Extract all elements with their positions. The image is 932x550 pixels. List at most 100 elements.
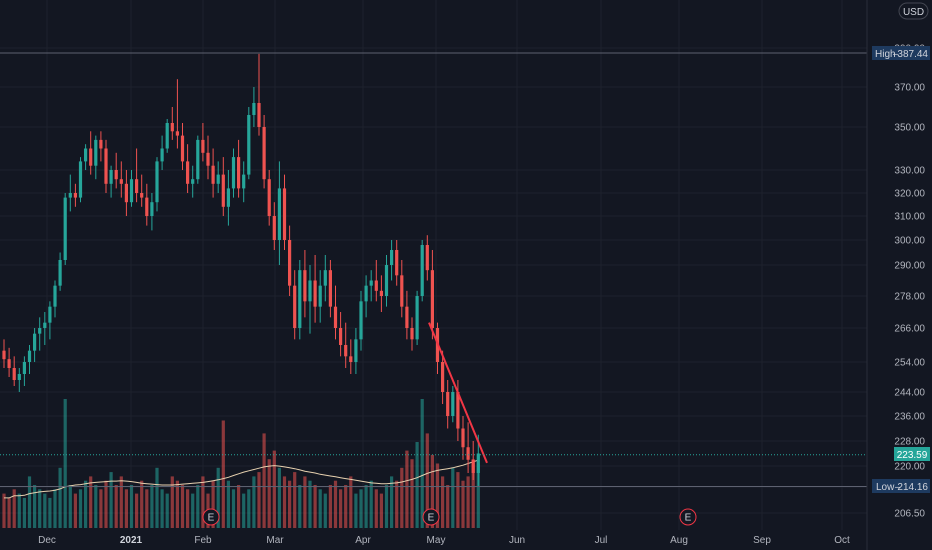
candle[interactable] xyxy=(27,345,32,374)
trendline[interactable] xyxy=(428,322,488,464)
candle[interactable] xyxy=(400,260,404,318)
candle[interactable] xyxy=(48,301,52,340)
candle[interactable] xyxy=(211,148,215,198)
candle[interactable] xyxy=(441,350,445,404)
candle[interactable] xyxy=(196,135,200,184)
candle[interactable] xyxy=(99,131,103,162)
candle[interactable] xyxy=(374,260,378,302)
candle[interactable] xyxy=(109,165,113,198)
candle[interactable] xyxy=(328,260,332,318)
candle[interactable] xyxy=(73,183,77,207)
candle[interactable] xyxy=(170,107,174,140)
candle[interactable] xyxy=(242,161,246,203)
candle[interactable] xyxy=(140,174,144,207)
candle[interactable] xyxy=(145,183,149,226)
candle[interactable] xyxy=(89,131,93,175)
candle[interactable] xyxy=(104,139,108,193)
candle[interactable] xyxy=(308,265,312,334)
candle[interactable] xyxy=(359,290,363,351)
candle[interactable] xyxy=(206,135,210,180)
candle[interactable] xyxy=(446,380,450,429)
candle[interactable] xyxy=(216,161,220,193)
candle[interactable] xyxy=(186,144,190,193)
candle[interactable] xyxy=(12,356,16,386)
earnings-marker[interactable]: E xyxy=(422,508,440,526)
candle[interactable] xyxy=(364,275,368,318)
candle[interactable] xyxy=(160,135,164,170)
candle[interactable] xyxy=(425,235,429,281)
candle[interactable] xyxy=(84,144,88,170)
candle[interactable] xyxy=(262,115,266,189)
candle[interactable] xyxy=(354,328,358,374)
candle[interactable] xyxy=(7,347,11,377)
candle[interactable] xyxy=(282,174,287,250)
time-axis[interactable]: Dec 2021 Feb Mar Apr May Jun Jul Aug Sep Oct xyxy=(38,535,850,546)
candle[interactable] xyxy=(323,255,327,302)
candle[interactable] xyxy=(303,250,307,318)
candle[interactable] xyxy=(180,123,185,170)
candle[interactable] xyxy=(226,170,230,226)
earnings-marker[interactable]: E xyxy=(202,508,220,526)
candle[interactable] xyxy=(451,386,455,423)
candle[interactable] xyxy=(58,252,62,291)
candle[interactable] xyxy=(339,312,343,357)
candle[interactable] xyxy=(78,157,83,203)
candle[interactable] xyxy=(288,225,292,296)
candle[interactable] xyxy=(53,280,57,318)
candle[interactable] xyxy=(94,135,98,180)
currency-badge[interactable]: USD xyxy=(898,2,929,20)
candle[interactable] xyxy=(466,422,470,473)
candle[interactable] xyxy=(298,260,302,340)
candle[interactable] xyxy=(293,270,297,340)
candle[interactable] xyxy=(129,170,134,207)
candle[interactable] xyxy=(349,339,353,374)
candle[interactable] xyxy=(420,240,424,302)
candle[interactable] xyxy=(313,255,317,323)
candle[interactable] xyxy=(277,161,281,265)
candle[interactable] xyxy=(430,250,434,340)
candle[interactable] xyxy=(135,148,139,203)
candle[interactable] xyxy=(155,157,159,212)
candle[interactable] xyxy=(318,270,322,323)
candle[interactable] xyxy=(395,240,399,286)
candle[interactable] xyxy=(165,119,169,153)
candle[interactable] xyxy=(114,152,118,189)
candle[interactable] xyxy=(257,53,261,136)
candlesticks[interactable] xyxy=(2,53,480,487)
candle[interactable] xyxy=(379,275,383,312)
candle[interactable] xyxy=(63,193,67,265)
candle[interactable] xyxy=(267,170,271,226)
candle[interactable] xyxy=(191,165,195,198)
candle[interactable] xyxy=(150,193,154,231)
candle[interactable] xyxy=(2,339,6,368)
candle[interactable] xyxy=(415,290,419,345)
candle[interactable] xyxy=(333,285,338,340)
candle[interactable] xyxy=(43,312,47,345)
candle[interactable] xyxy=(369,270,373,302)
candle[interactable] xyxy=(33,328,37,362)
candle[interactable] xyxy=(68,174,72,212)
candle[interactable] xyxy=(237,139,241,198)
candle[interactable] xyxy=(22,356,26,386)
candle[interactable] xyxy=(17,368,21,392)
candle[interactable] xyxy=(124,170,128,216)
candle[interactable] xyxy=(119,161,123,198)
candle[interactable] xyxy=(252,87,256,127)
candle[interactable] xyxy=(405,290,409,340)
candle[interactable] xyxy=(247,107,251,180)
candle[interactable] xyxy=(461,416,465,460)
candle[interactable] xyxy=(38,317,42,351)
candle[interactable] xyxy=(410,317,414,351)
candle[interactable] xyxy=(384,255,389,307)
candle[interactable] xyxy=(201,123,205,162)
candle[interactable] xyxy=(231,148,236,198)
candle[interactable] xyxy=(221,157,225,216)
candle[interactable] xyxy=(272,202,276,250)
candle[interactable] xyxy=(175,79,179,149)
earnings-marker[interactable]: E xyxy=(679,508,697,526)
candle[interactable] xyxy=(344,322,348,368)
candle[interactable] xyxy=(390,240,394,281)
candle[interactable] xyxy=(471,441,475,480)
